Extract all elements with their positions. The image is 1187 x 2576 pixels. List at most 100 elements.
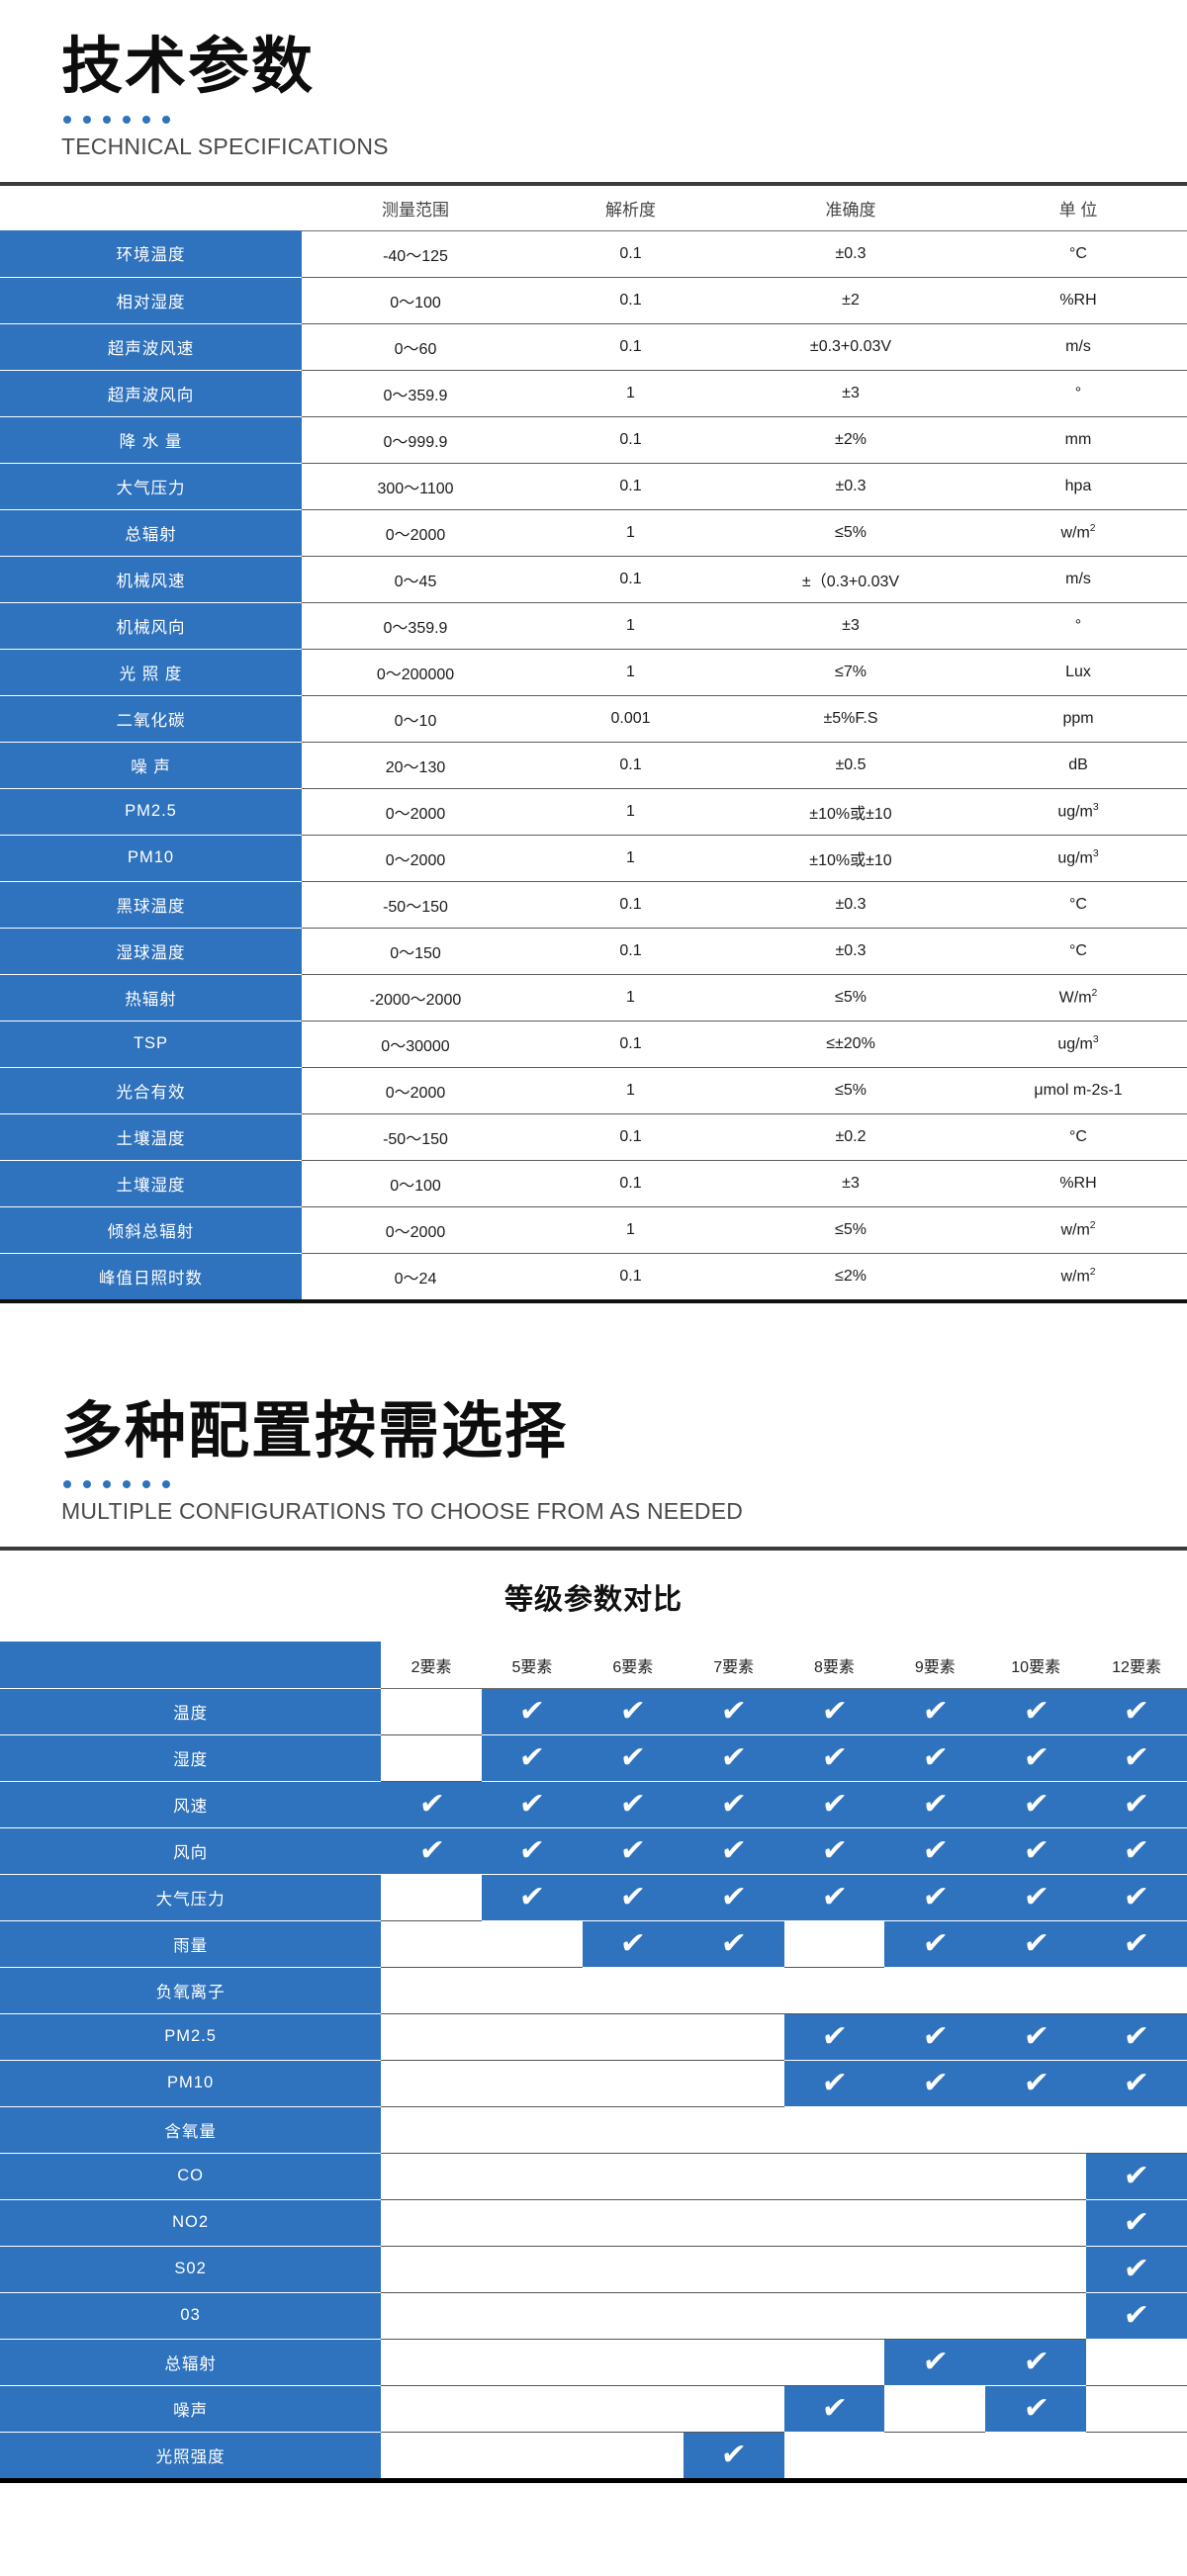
check-icon: ✔ [416, 1786, 446, 1821]
comparison-cell-empty [381, 2432, 483, 2479]
spec-header-blank [0, 186, 302, 230]
spec-row-resolution: 0.1 [529, 928, 732, 975]
comparison-cell-empty [683, 2339, 784, 2386]
comparison-cell-empty [482, 2013, 583, 2061]
spec-row-range: 0～45 [302, 556, 529, 603]
spec-row-resolution: 0.1 [529, 230, 732, 278]
table-row: 黑球温度 -50～150 0.1 ±0.3 °C [0, 881, 1187, 929]
comparison-cell-checked: ✔ [985, 1734, 1087, 1782]
check-icon: ✔ [719, 1786, 749, 1821]
check-icon: ✔ [416, 1832, 446, 1868]
comparison-cell-checked: ✔ [582, 1688, 684, 1735]
spec-row-name: TSP [0, 1021, 302, 1068]
table-row: PM10 0～2000 1 ±10%或±10 ug/m3 [0, 835, 1187, 882]
spec-row-unit-exponent: 2 [1089, 1267, 1096, 1279]
spec-table-body: 环境温度 -40～125 0.1 ±0.3 °C 相对湿度 0～100 0.1 ±2 %RH 超声波… [0, 230, 1187, 1300]
spec-row-unit-text: ppm [1062, 709, 1094, 727]
table-row: 降 水 量 0～999.9 0.1 ±2% mm [0, 416, 1187, 464]
spec-row-accuracy: ±2 [732, 277, 969, 324]
table-row: 二氧化碳 0～10 0.001 ±5%F.S ppm [0, 695, 1187, 743]
comparison-cell-checked: ✔ [884, 2013, 986, 2061]
comparison-cell-empty [482, 2060, 583, 2107]
spec-row-unit-text: ug/m [1057, 803, 1093, 821]
spec-row-name: 超声波风速 [0, 323, 302, 371]
technical-specifications-table: 测量范围 解析度 准确度 单 位 环境温度 -40～125 0.1 ±0.3 °C 相对湿… [0, 186, 1187, 1300]
comparison-cell-empty [884, 2246, 986, 2293]
spec-row-range: 0～200000 [302, 649, 529, 696]
spec-row-resolution: 0.1 [529, 1160, 732, 1207]
comparison-cell-empty [683, 2246, 784, 2293]
comparison-row-name: 湿度 [0, 1734, 382, 1782]
comparison-cell-checked: ✔ [683, 1781, 784, 1828]
spec-row-name: 峰值日照时数 [0, 1253, 302, 1300]
comparison-cell-checked: ✔ [783, 1827, 885, 1875]
spec-row-unit: ug/m3 [969, 1021, 1187, 1068]
comparison-cell-checked: ✔ [683, 1827, 784, 1875]
spec-row-unit: m/s [969, 323, 1187, 371]
table-row: 倾斜总辐射 0～2000 1 ≤5% w/m2 [0, 1206, 1187, 1254]
comparison-cell-empty [381, 1967, 483, 2014]
comparison-cell-empty [381, 2153, 483, 2200]
spec-row-accuracy: ≤5% [732, 509, 969, 557]
table-row: 机械风速 0～45 0.1 ±（0.3+0.03V m/s [0, 556, 1187, 603]
comparison-column-header: 2要素 [381, 1642, 483, 1689]
dot-icon [142, 1480, 150, 1489]
spec-row-resolution: 1 [529, 509, 732, 557]
table-row: 含氧量 [0, 2106, 1187, 2154]
spec-row-name: 光 照 度 [0, 649, 302, 696]
spec-row-unit-text: m/s [1065, 337, 1091, 355]
comparison-cell-empty [582, 2199, 684, 2247]
spec-row-unit: Lux [969, 649, 1187, 696]
comparison-cell-empty [683, 2013, 784, 2061]
comparison-cell-empty [582, 2246, 684, 2293]
spec-row-unit-text: °C [1069, 244, 1087, 262]
spec-row-unit-exponent: 2 [1089, 1219, 1096, 1231]
comparison-cell-empty [783, 2246, 885, 2293]
check-icon: ✔ [517, 1832, 547, 1868]
check-icon: ✔ [1021, 1786, 1050, 1821]
check-icon: ✔ [1122, 2158, 1151, 2193]
comparison-row-name: 负氧离子 [0, 1967, 382, 2014]
technical-specifications-header: 技术参数 TECHNICAL SPECIFICATIONS [0, 0, 1187, 160]
spec-row-range: 0～100 [302, 1160, 529, 1207]
spec-row-accuracy: ±3 [732, 370, 969, 417]
comparison-cell-empty [683, 2060, 784, 2107]
spec-row-range: 0～30000 [302, 1021, 529, 1068]
check-icon: ✔ [517, 1693, 547, 1729]
comparison-column-header: 5要素 [482, 1642, 583, 1689]
check-icon: ✔ [1122, 2065, 1151, 2100]
comparison-cell-empty [884, 2385, 986, 2433]
comparison-cell-empty [482, 1920, 583, 1968]
comparison-cell-checked: ✔ [1086, 2013, 1187, 2061]
spec-row-range: 0～24 [394, 1270, 437, 1288]
comparison-row-name: 大气压力 [0, 1874, 382, 1921]
spec-row-unit: ° [969, 370, 1187, 417]
spec-row-unit: m/s [969, 556, 1187, 603]
check-icon: ✔ [719, 2438, 749, 2473]
dot-icon [83, 1480, 91, 1489]
table-row: 总辐射 0～2000 1 ≤5% w/m2 [0, 509, 1187, 557]
comparison-cell-checked: ✔ [482, 1688, 583, 1735]
table-row: 湿度 ✔ ✔ ✔ ✔ ✔ ✔ ✔ [0, 1734, 1187, 1782]
check-icon: ✔ [1122, 2251, 1151, 2286]
spec-table-bottom-rule [0, 1299, 1187, 1304]
check-icon: ✔ [1021, 1739, 1050, 1775]
comparison-cell-empty [582, 2153, 684, 2200]
check-icon: ✔ [1021, 1879, 1050, 1914]
check-icon: ✔ [1122, 1832, 1151, 1868]
comparison-cell-empty [683, 2106, 784, 2154]
comparison-column-header: 9要素 [884, 1642, 986, 1689]
table-row: S02 ✔ [0, 2246, 1187, 2293]
spec-row-unit-text: w/m [1060, 1268, 1090, 1286]
table-row: PM10 ✔ ✔ ✔ ✔ [0, 2060, 1187, 2107]
comparison-cell-checked: ✔ [1086, 1827, 1187, 1875]
check-icon: ✔ [1122, 1739, 1151, 1775]
table-row: 超声波风向 0～359.9 1 ±3 ° [0, 370, 1187, 417]
comparison-cell-empty [783, 1967, 885, 2014]
spec-row-unit-text: Lux [1065, 663, 1091, 680]
spec-row-unit-text: W/m [1058, 989, 1092, 1007]
check-icon: ✔ [618, 1879, 648, 1914]
spec-row-unit: %RH [969, 1160, 1187, 1207]
table-row: 热辐射 -2000～2000 1 ≤5% W/m2 [0, 974, 1187, 1022]
check-icon: ✔ [920, 1925, 950, 1961]
